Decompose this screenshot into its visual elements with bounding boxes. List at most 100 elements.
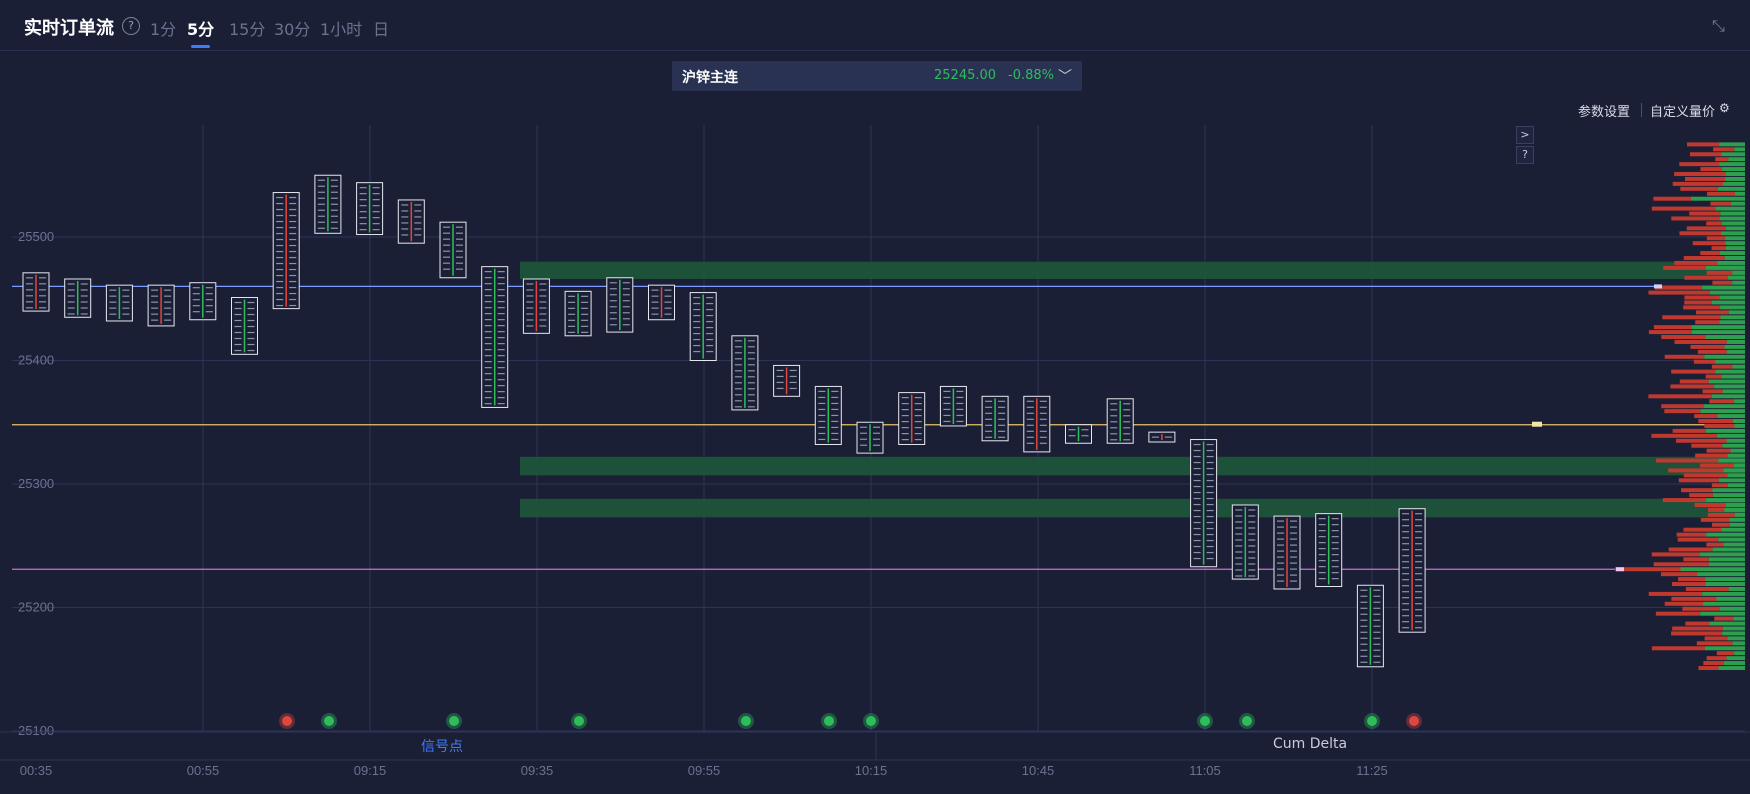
volume-profile-sell-bar	[1663, 265, 1706, 270]
volume-profile-sell-bar	[1687, 142, 1720, 147]
volume-profile-sell-bar	[1674, 260, 1718, 265]
volume-profile-sell-bar	[1653, 325, 1692, 330]
volume-profile-buy-bar	[1697, 572, 1745, 577]
volume-profile-buy-bar	[1709, 290, 1745, 295]
volume-profile-buy-bar	[1691, 325, 1745, 330]
volume-profile-sell-bar	[1671, 631, 1723, 636]
buy-signal-icon	[824, 716, 834, 726]
x-tick-label: 09:55	[688, 763, 721, 778]
collapse-icon[interactable]: ⤡	[1712, 16, 1725, 35]
volume-profile-sell-bar	[1694, 414, 1718, 419]
volume-profile-buy-bar	[1715, 206, 1745, 211]
volume-profile-sell-bar	[1661, 404, 1704, 409]
chart-help-button[interactable]: ?	[1516, 146, 1534, 164]
volume-profile-buy-bar	[1706, 532, 1745, 537]
volume-profile-buy-bar	[1719, 251, 1745, 256]
volume-profile-sell-bar	[1661, 335, 1706, 340]
volume-profile-sell-bar	[1685, 176, 1726, 181]
volume-profile-buy-bar	[1718, 478, 1745, 483]
high-volume-band	[520, 261, 1745, 279]
volume-profile-buy-bar	[1717, 414, 1745, 419]
x-tick-label: 10:45	[1022, 763, 1055, 778]
params-button[interactable]: 参数设置	[1578, 105, 1631, 120]
volume-profile-sell-bar	[1711, 246, 1726, 251]
signal-tab[interactable]: 信号点	[421, 739, 463, 755]
page-title: 实时订单流	[24, 18, 114, 39]
volume-profile-sell-bar	[1664, 409, 1701, 414]
volume-profile-sell-bar	[1695, 453, 1728, 458]
tab-30min[interactable]: 30分	[274, 20, 311, 39]
cum-delta-tab[interactable]: Cum Delta	[1273, 736, 1348, 752]
volume-profile-sell-bar	[1670, 384, 1715, 389]
volume-profile-buy-bar	[1720, 315, 1745, 320]
volume-profile-sell-bar	[1671, 596, 1717, 601]
symbol-selector[interactable]: 沪锌主连 25245.00 -0.88% ﹀	[672, 61, 1082, 91]
volume-profile-sell-bar	[1696, 310, 1729, 315]
volume-profile-sell-bar	[1668, 468, 1724, 473]
volume-profile-sell-bar	[1678, 577, 1706, 582]
volume-profile-buy-bar	[1705, 577, 1745, 582]
volume-profile-buy-bar	[1724, 255, 1745, 260]
help-icon[interactable]: ?	[122, 17, 140, 35]
volume-profile-buy-bar	[1709, 621, 1745, 626]
volume-profile-buy-bar	[1728, 586, 1745, 591]
tab-day[interactable]: 日	[373, 20, 390, 39]
volume-profile-buy-bar	[1724, 344, 1745, 349]
buy-signal-icon	[574, 716, 584, 726]
volume-profile-sell-bar	[1680, 186, 1718, 191]
expand-panel-button[interactable]: >	[1516, 126, 1534, 144]
volume-profile-sell-bar	[1679, 162, 1720, 167]
volume-profile-sell-bar	[1706, 270, 1733, 275]
volume-profile-buy-bar	[1712, 547, 1745, 552]
volume-profile-sell-bar	[1692, 241, 1726, 246]
volume-profile-sell-bar	[1662, 498, 1707, 503]
volume-profile-buy-bar	[1728, 157, 1745, 162]
y-tick-label: 25500	[18, 229, 54, 244]
tab-1min[interactable]: 1分	[150, 20, 177, 39]
volume-profile-buy-bar	[1726, 656, 1745, 661]
volume-profile-sell-bar	[1704, 423, 1735, 428]
tab-5min[interactable]: 5分	[187, 16, 214, 48]
volume-profile-sell-bar	[1648, 290, 1710, 295]
volume-profile-buy-bar	[1702, 591, 1745, 596]
volume-profile-buy-bar	[1730, 448, 1745, 453]
buy-signal-icon	[866, 716, 876, 726]
volume-profile-buy-bar	[1715, 369, 1745, 374]
volume-profile-sell-bar	[1711, 522, 1730, 527]
volume-profile-sell-bar	[1698, 666, 1719, 671]
tab-1hour[interactable]: 1小时	[320, 20, 363, 39]
volume-profile-buy-bar	[1711, 300, 1745, 305]
custom-volume-price-button[interactable]: 自定义量价	[1650, 105, 1716, 120]
volume-profile-buy-bar	[1705, 582, 1745, 587]
volume-profile-sell-bar	[1689, 152, 1722, 157]
volume-profile-buy-bar	[1733, 463, 1745, 468]
volume-profile-buy-bar	[1712, 488, 1745, 493]
poc-marker	[1532, 421, 1542, 427]
volume-profile-sell-bar	[1671, 216, 1720, 221]
volume-profile-buy-bar	[1727, 483, 1745, 488]
volume-profile-sell-bar	[1709, 399, 1735, 404]
volume-profile-buy-bar	[1723, 468, 1745, 473]
volume-profile-sell-bar	[1660, 572, 1698, 577]
x-tick-label: 10:15	[855, 763, 888, 778]
volume-profile-sell-bar	[1711, 364, 1733, 369]
volume-profile-sell-bar	[1679, 231, 1722, 236]
volume-profile-sell-bar	[1706, 236, 1726, 241]
volume-profile-sell-bar	[1651, 433, 1717, 438]
tab-15min[interactable]: 15分	[229, 20, 266, 39]
y-tick-label: 25100	[18, 723, 54, 738]
volume-profile-buy-bar	[1708, 379, 1745, 384]
settings-icon[interactable]: ⚙	[1719, 101, 1730, 115]
volume-profile-sell-bar	[1653, 196, 1692, 201]
y-tick-label: 25300	[18, 476, 54, 491]
volume-profile-sell-bar	[1707, 191, 1735, 196]
volume-profile-buy-bar	[1721, 527, 1745, 532]
volume-profile-sell-bar	[1655, 285, 1703, 290]
x-tick-label: 09:15	[354, 763, 387, 778]
volume-profile-buy-bar	[1704, 354, 1745, 359]
volume-profile-sell-bar	[1698, 419, 1733, 424]
volume-profile-sell-bar	[1714, 616, 1734, 621]
volume-profile-buy-bar	[1704, 646, 1745, 651]
volume-profile-sell-bar	[1655, 611, 1701, 616]
